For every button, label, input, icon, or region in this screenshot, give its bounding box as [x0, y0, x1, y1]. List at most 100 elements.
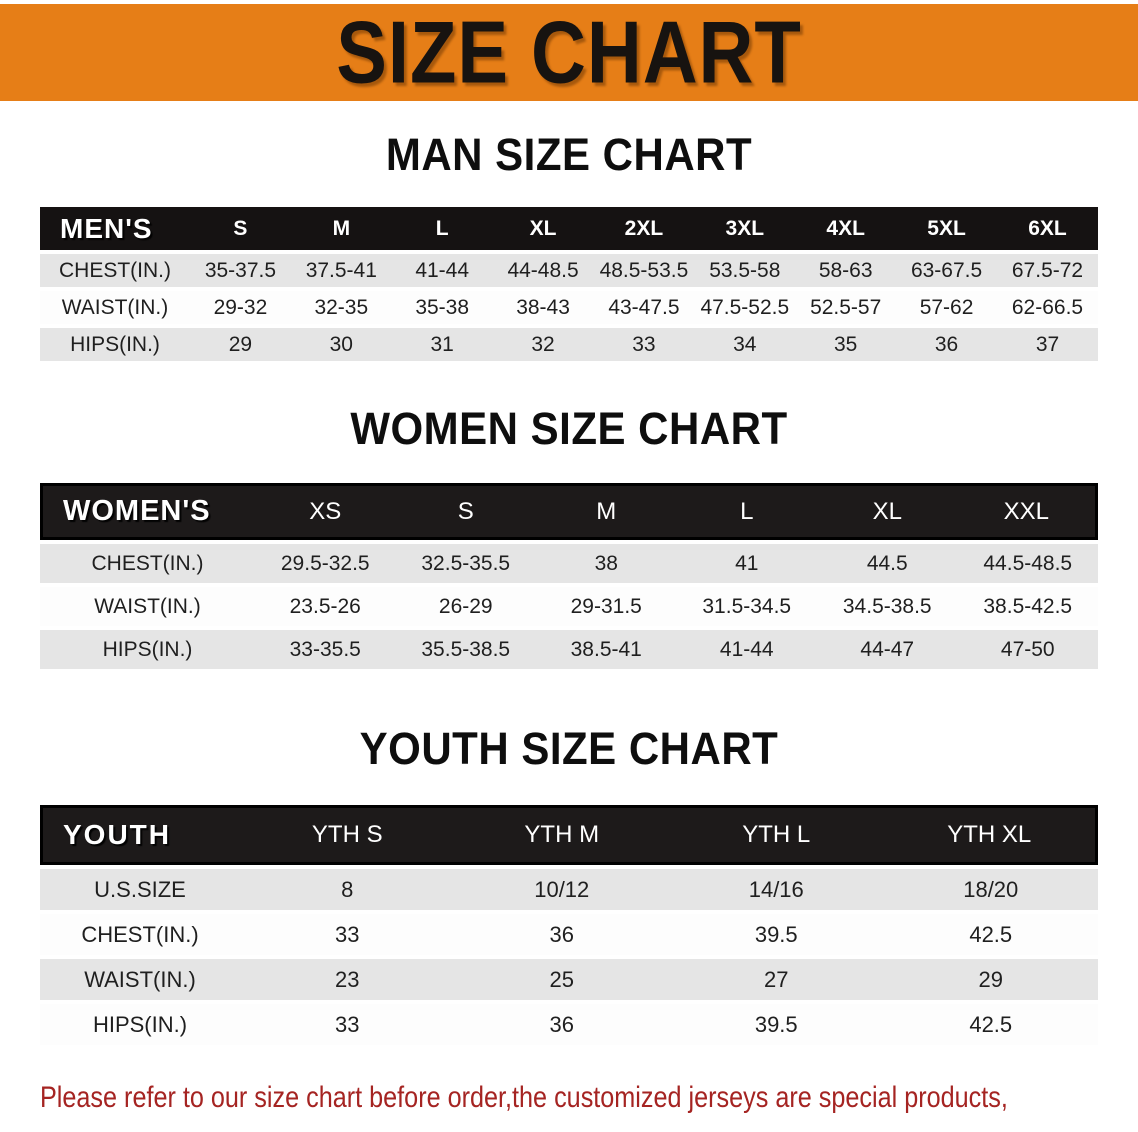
column-header: XXL [957, 483, 1098, 540]
size-value: 41-44 [391, 254, 493, 287]
size-value: 38.5-41 [536, 630, 677, 669]
size-value: 44-48.5 [492, 254, 594, 287]
size-value: 48.5-53.5 [593, 254, 695, 287]
size-value: 47-50 [957, 630, 1098, 669]
size-value: 47.5-52.5 [694, 291, 796, 324]
size-value: 42.5 [883, 914, 1098, 955]
size-value: 67.5-72 [997, 254, 1098, 287]
youth-size-table: YOUTH YTH S YTH M YTH L YTH XL U.S.SIZE 8 10/12… [40, 801, 1098, 1049]
size-value: 33 [240, 1004, 455, 1045]
measurement-row: CHEST(IN.) 29.5-32.5 32.5-35.5 38 41 44.5 44.5… [40, 544, 1098, 583]
size-value: 26-29 [395, 587, 536, 626]
size-value: 37.5-41 [290, 254, 392, 287]
measurement-row: WAIST(IN.) 29-32 32-35 35-38 38-43 43-47.5 47.… [40, 291, 1098, 324]
measurement-row: WAIST(IN.) 23 25 27 29 [40, 959, 1098, 1000]
women-section-heading: WOMEN SIZE CHART [350, 403, 788, 454]
women-size-table: WOMEN'S XS S M L XL XXL CHEST(IN.) 29.5-32.5 32.5… [40, 479, 1098, 673]
women-size-section: WOMEN SIZE CHART WOMEN'S XS S M L XL XXL CHEST(… [0, 403, 1138, 673]
table-corner-label: MEN'S [40, 207, 190, 250]
size-value: 25 [454, 959, 669, 1000]
size-value: 44.5 [817, 544, 958, 583]
size-value: 35-38 [391, 291, 493, 324]
table-header-row: WOMEN'S XS S M L XL XXL [40, 483, 1098, 540]
size-value: 31 [391, 328, 493, 361]
size-value: 52.5-57 [795, 291, 897, 324]
table-header-row: YOUTH YTH S YTH M YTH L YTH XL [40, 805, 1098, 865]
youth-section-heading: YOUTH SIZE CHART [359, 723, 779, 774]
size-value: 34.5-38.5 [817, 587, 958, 626]
size-value: 14/16 [669, 869, 884, 910]
size-value: 43-47.5 [593, 291, 695, 324]
column-header: L [676, 483, 817, 540]
banner-title: SIZE CHART [336, 3, 802, 101]
men-size-section: MAN SIZE CHART MEN'S S M L XL 2XL 3XL 4XL 5XL 6XL… [0, 129, 1138, 365]
column-header: M [290, 207, 392, 250]
size-value: 29-31.5 [536, 587, 677, 626]
size-value: 41-44 [676, 630, 817, 669]
size-value: 23 [240, 959, 455, 1000]
size-value: 36 [454, 914, 669, 955]
row-label: HIPS(IN.) [40, 1004, 240, 1045]
size-value: 29 [883, 959, 1098, 1000]
column-header: 3XL [694, 207, 796, 250]
row-label: HIPS(IN.) [40, 630, 255, 669]
size-value: 32 [492, 328, 594, 361]
size-value: 33 [593, 328, 695, 361]
size-value: 57-62 [896, 291, 997, 324]
column-header: YTH XL [883, 805, 1098, 865]
measurement-row: WAIST(IN.) 23.5-26 26-29 29-31.5 31.5-34.5 34… [40, 587, 1098, 626]
size-value: 33 [240, 914, 455, 955]
table-corner-label: WOMEN'S [40, 483, 255, 540]
size-value: 35-37.5 [190, 254, 291, 287]
size-value: 36 [454, 1004, 669, 1045]
size-value: 41 [676, 544, 817, 583]
row-label: WAIST(IN.) [40, 959, 240, 1000]
row-label: WAIST(IN.) [40, 587, 255, 626]
size-value: 35.5-38.5 [395, 630, 536, 669]
size-value: 44-47 [817, 630, 958, 669]
size-value: 62-66.5 [997, 291, 1098, 324]
disclaimer-line-2: we don't accept cancel, change, teturn o… [40, 1122, 899, 1132]
size-value: 23.5-26 [255, 587, 396, 626]
column-header: XL [492, 207, 594, 250]
column-header: L [391, 207, 493, 250]
measurement-row: CHEST(IN.) 33 36 39.5 42.5 [40, 914, 1098, 955]
size-value: 42.5 [883, 1004, 1098, 1045]
table-corner-label: YOUTH [40, 805, 240, 865]
size-value: 8 [240, 869, 455, 910]
size-value: 32.5-35.5 [395, 544, 536, 583]
row-label: CHEST(IN.) [40, 544, 255, 583]
row-label: HIPS(IN.) [40, 328, 190, 361]
size-value: 63-67.5 [896, 254, 997, 287]
size-value: 27 [669, 959, 884, 1000]
size-value: 53.5-58 [694, 254, 796, 287]
size-value: 33-35.5 [255, 630, 396, 669]
youth-size-section: YOUTH SIZE CHART YOUTH YTH S YTH M YTH L YTH… [0, 723, 1138, 1049]
column-header: 4XL [795, 207, 897, 250]
size-value: 29-32 [190, 291, 291, 324]
size-value: 10/12 [454, 869, 669, 910]
size-value: 38.5-42.5 [957, 587, 1098, 626]
measurement-row: U.S.SIZE 8 10/12 14/16 18/20 [40, 869, 1098, 910]
size-value: 34 [694, 328, 796, 361]
measurement-row: HIPS(IN.) 33 36 39.5 42.5 [40, 1004, 1098, 1045]
size-value: 38 [536, 544, 677, 583]
row-label: U.S.SIZE [40, 869, 240, 910]
column-header: YTH S [240, 805, 455, 865]
size-value: 39.5 [669, 1004, 884, 1045]
size-value: 44.5-48.5 [957, 544, 1098, 583]
size-value: 31.5-34.5 [676, 587, 817, 626]
size-value: 30 [290, 328, 392, 361]
row-label: CHEST(IN.) [40, 254, 190, 287]
size-value: 29.5-32.5 [255, 544, 396, 583]
measurement-row: HIPS(IN.) 29 30 31 32 33 34 35 36 37 [40, 328, 1098, 361]
size-value: 37 [997, 328, 1098, 361]
column-header: 2XL [593, 207, 695, 250]
measurement-row: CHEST(IN.) 35-37.5 37.5-41 41-44 44-48.5 48.5… [40, 254, 1098, 287]
size-value: 35 [795, 328, 897, 361]
column-header: 6XL [997, 207, 1098, 250]
size-value: 39.5 [669, 914, 884, 955]
row-label: CHEST(IN.) [40, 914, 240, 955]
size-value: 38-43 [492, 291, 594, 324]
size-value: 18/20 [883, 869, 1098, 910]
